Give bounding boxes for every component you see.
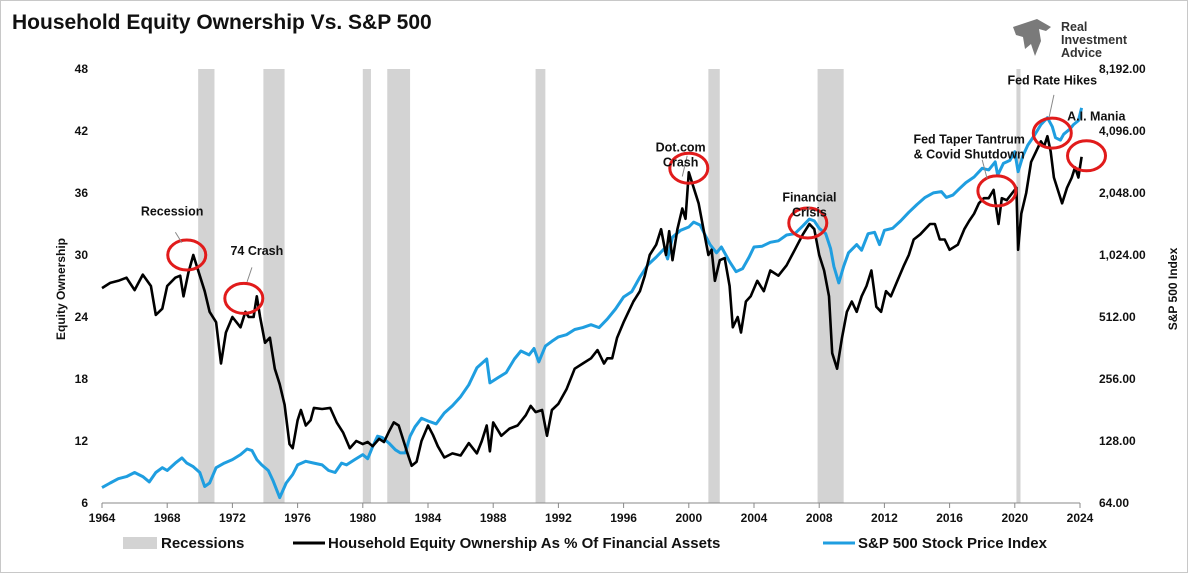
recession-band — [387, 69, 411, 503]
annotation-line: Recession — [141, 205, 204, 219]
legend-black-label: Household Equity Ownership As % Of Finan… — [328, 535, 720, 552]
y-right-tick-label: 8,192.00 — [1099, 62, 1146, 76]
logo: Real Investment Advice — [1013, 19, 1128, 60]
x-tick-label: 2020 — [1001, 511, 1028, 525]
recession-band — [198, 69, 215, 503]
annotation-line: Fed Rate Hikes — [1007, 74, 1097, 88]
highlight-circle — [668, 151, 710, 185]
y-left-tick-label: 18 — [75, 372, 89, 386]
y-left-tick-label: 12 — [75, 434, 89, 448]
y-right-tick-label: 1,024.00 — [1099, 248, 1146, 262]
logo-line-2: Investment — [1061, 33, 1128, 47]
legend-recession-swatch — [123, 537, 157, 549]
y-left-tick-label: 6 — [81, 496, 88, 510]
chart-title: Household Equity Ownership Vs. S&P 500 — [12, 11, 432, 34]
annotation-pointer — [1048, 94, 1055, 118]
x-tick-label: 1980 — [349, 511, 376, 525]
y-left-tick-label: 42 — [75, 124, 89, 138]
annotation-pointer — [174, 231, 183, 243]
recession-band — [817, 69, 844, 503]
x-tick-label: 2008 — [806, 511, 833, 525]
highlight-circle — [787, 206, 829, 240]
x-tick-label: 1988 — [480, 511, 507, 525]
annotation-label: 74 Crash — [230, 244, 283, 258]
y-left-tick-label: 30 — [75, 248, 89, 262]
legend-blue-label: S&P 500 Stock Price Index — [858, 535, 1048, 552]
x-tick-label: 1984 — [415, 511, 442, 525]
annotation-pointer — [807, 206, 810, 213]
equity-ownership-series-line — [101, 134, 1083, 468]
y-axis-right-label: S&P 500 Index — [1166, 247, 1180, 330]
y-left-tick-label: 24 — [75, 310, 89, 324]
highlight-circle — [166, 238, 208, 272]
annotation-pointer — [681, 155, 688, 177]
annotation-label: Dot.com Crash — [656, 141, 706, 170]
x-tick-label: 1964 — [89, 511, 116, 525]
x-tick-label: 1996 — [610, 511, 637, 525]
annotation-pointer — [246, 267, 253, 283]
recession-bands — [198, 69, 1021, 503]
y-right-tick-label: 2,048.00 — [1099, 186, 1146, 200]
series-lines — [101, 107, 1084, 500]
annotation-line: Fed Taper Tantrum — [913, 132, 1024, 146]
y-axis-left-label: Equity Ownership — [54, 238, 68, 340]
annotation-label: Financial Crisis — [782, 190, 836, 219]
annotation-line: & Covid Shutdown — [914, 147, 1025, 161]
recession-band — [708, 69, 720, 503]
highlight-circle — [1066, 139, 1108, 173]
annotation-line: Financial — [782, 190, 836, 204]
x-tick-label: 1976 — [284, 511, 311, 525]
x-tick-label: 2000 — [675, 511, 702, 525]
axes: 1964 1968 1972 1976 1980 1984 1988 1992 1996 2000… — [75, 62, 1146, 525]
legend: Recessions Household Equity Ownership As… — [123, 535, 1048, 552]
highlight-circle — [976, 174, 1018, 208]
annotation-pointer — [981, 159, 988, 179]
y-right-tick-label: 64.00 — [1099, 496, 1129, 510]
legend-recessions-label: Recessions — [161, 535, 244, 552]
recession-band — [362, 69, 371, 503]
recession-band — [1016, 69, 1021, 503]
annotation-label: Fed Rate Hikes — [1007, 74, 1097, 88]
annotation-line: 74 Crash — [230, 244, 283, 258]
annotation-label: Recession — [141, 205, 204, 219]
x-tick-label: 1968 — [154, 511, 181, 525]
x-tick-label: 2012 — [871, 511, 898, 525]
sp500-series-line — [101, 107, 1084, 500]
annotation-line: A.I. Mania — [1067, 110, 1126, 124]
y-right-tick-label: 512.00 — [1099, 310, 1136, 324]
x-tick-label: 2024 — [1067, 511, 1094, 525]
annotation-line: Dot.com — [656, 141, 706, 155]
x-tick-label: 2016 — [936, 511, 963, 525]
x-tick-label: 2004 — [741, 511, 768, 525]
y-left-tick-label: 36 — [75, 186, 89, 200]
annotation-label: A.I. Mania — [1067, 110, 1126, 124]
highlight-circle — [223, 281, 265, 315]
y-right-tick-label: 4,096.00 — [1099, 124, 1146, 138]
highlight-circle — [1031, 116, 1073, 150]
x-tick-label: 1992 — [545, 511, 572, 525]
annotation-line: Crisis — [792, 205, 827, 219]
eagle-icon — [1013, 19, 1051, 56]
y-right-tick-label: 128.00 — [1099, 434, 1136, 448]
annotation-label: Fed Taper Tantrum & Covid Shutdown — [913, 132, 1024, 161]
recession-band — [535, 69, 546, 503]
y-left-tick-label: 48 — [75, 62, 89, 76]
y-right-tick-label: 256.00 — [1099, 372, 1136, 386]
logo-line-3: Advice — [1061, 46, 1102, 60]
x-tick-label: 1972 — [219, 511, 246, 525]
logo-line-1: Real — [1061, 20, 1087, 34]
annotation-line: Crash — [663, 156, 698, 170]
recession-band — [263, 69, 285, 503]
